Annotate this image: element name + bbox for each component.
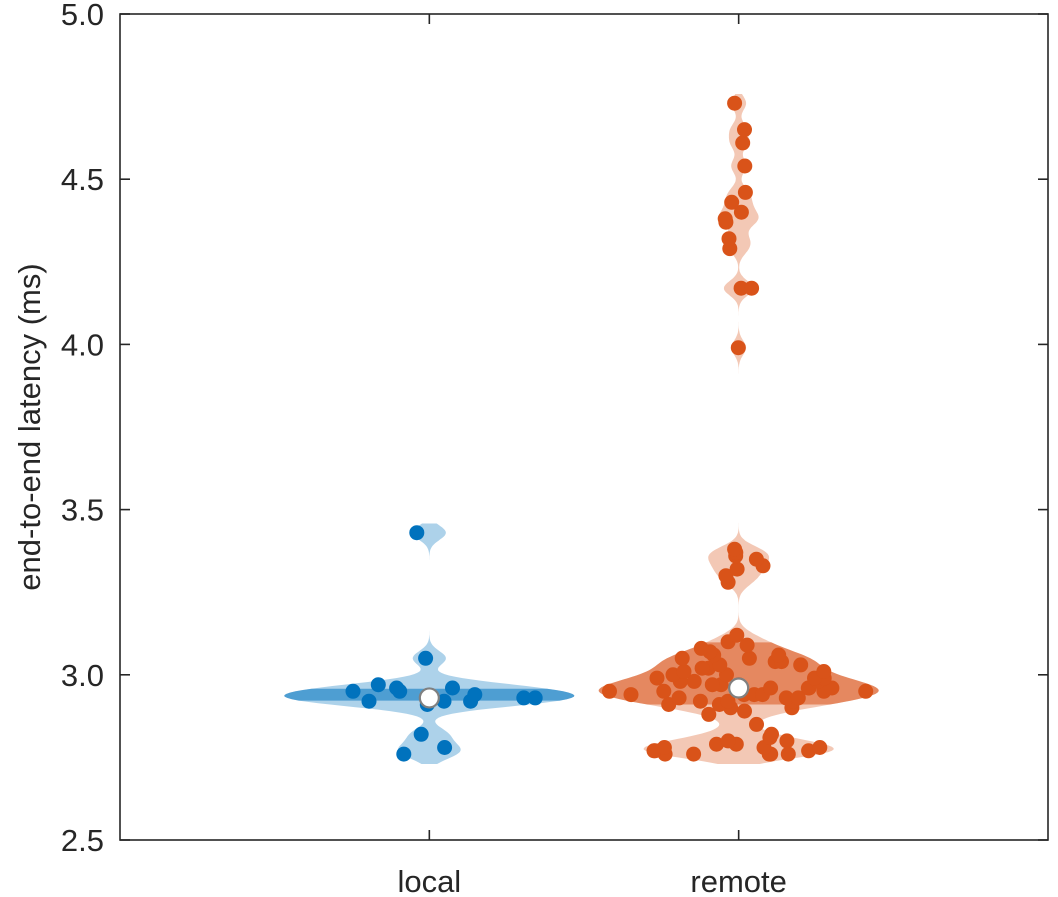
data-point-remote (729, 561, 745, 577)
x-tick-label-local: local (397, 864, 461, 897)
data-point-remote (771, 647, 787, 663)
data-point-remote (709, 736, 724, 752)
data-point-remote (686, 746, 702, 762)
data-point-remote (733, 280, 749, 296)
data-point-remote (721, 231, 737, 247)
data-point-remote (737, 703, 752, 719)
data-point-remote (737, 122, 752, 138)
data-point-remote (737, 184, 753, 200)
data-point-local (445, 680, 460, 696)
data-point-remote (693, 640, 709, 656)
data-point-remote (692, 693, 708, 709)
data-point-local (413, 726, 429, 742)
data-point-remote (720, 693, 736, 709)
y-tick-label: 5.0 (61, 0, 104, 32)
data-point-remote (676, 664, 692, 679)
data-point-remote (729, 627, 745, 643)
data-point-remote (778, 690, 794, 706)
data-point-remote (780, 746, 796, 762)
data-point-remote (730, 340, 746, 356)
data-point-remote (739, 637, 755, 653)
data-point-local (436, 693, 452, 709)
y-axis: 2.5 3.0 3.5 4.0 4.5 5.0 (61, 0, 1048, 858)
data-point-remote (674, 650, 690, 666)
data-point-remote (671, 690, 687, 706)
data-point-local (361, 693, 377, 709)
data-point-remote (727, 95, 743, 111)
data-point-remote (717, 211, 733, 227)
y-tick-label: 4.5 (61, 162, 104, 197)
data-point-remote (733, 204, 749, 220)
data-point-local (467, 687, 483, 703)
y-axis-label: end-to-end latency (ms) (12, 263, 47, 590)
data-point-remote (686, 673, 702, 689)
data-point-local (396, 746, 412, 762)
median-marker-remote (728, 677, 750, 699)
y-tick-label: 4.0 (61, 327, 104, 362)
x-axis: local remote (397, 14, 787, 897)
data-point-remote (741, 650, 757, 666)
data-point-local (409, 525, 425, 541)
data-point-remote (694, 660, 710, 676)
data-point-remote (749, 716, 764, 732)
x-tick-label-remote: remote (690, 864, 786, 897)
data-point-remote (764, 726, 779, 742)
data-point-local (345, 683, 361, 699)
data-point-remote (816, 664, 832, 679)
data-point-remote (724, 194, 740, 210)
data-point-remote (763, 680, 779, 696)
violin-layer (284, 94, 879, 764)
axes-box (119, 13, 1049, 841)
median-marker-local (418, 687, 440, 709)
points-layer (345, 95, 874, 762)
y-tick-label: 2.5 (61, 823, 104, 858)
data-point-remote (720, 733, 736, 749)
y-tick-label: 3.5 (61, 493, 104, 528)
data-point-remote (623, 687, 639, 703)
data-point-remote (656, 740, 672, 755)
data-point-local (370, 677, 386, 693)
data-point-remote (858, 683, 874, 699)
data-point-local (437, 740, 453, 755)
data-point-remote (735, 135, 751, 151)
data-point-remote (602, 683, 617, 699)
data-point-remote (701, 706, 717, 722)
data-point-local (527, 690, 543, 706)
data-point-remote (812, 740, 828, 755)
data-point-remote (656, 683, 672, 699)
data-point-remote (649, 670, 665, 686)
data-point-local (389, 680, 405, 696)
data-point-local (516, 690, 532, 706)
data-point-remote (718, 568, 734, 584)
data-point-remote (748, 551, 764, 567)
median-layer (418, 677, 750, 709)
data-point-remote (793, 657, 809, 673)
y-tick-label: 3.0 (61, 658, 104, 693)
data-point-remote (737, 158, 753, 174)
data-point-remote (727, 541, 743, 557)
data-point-local (418, 650, 434, 666)
data-point-remote (704, 677, 720, 693)
violin-body-local (284, 523, 575, 764)
data-point-remote (779, 733, 795, 749)
data-point-remote (790, 690, 806, 706)
data-point-remote (744, 280, 760, 296)
